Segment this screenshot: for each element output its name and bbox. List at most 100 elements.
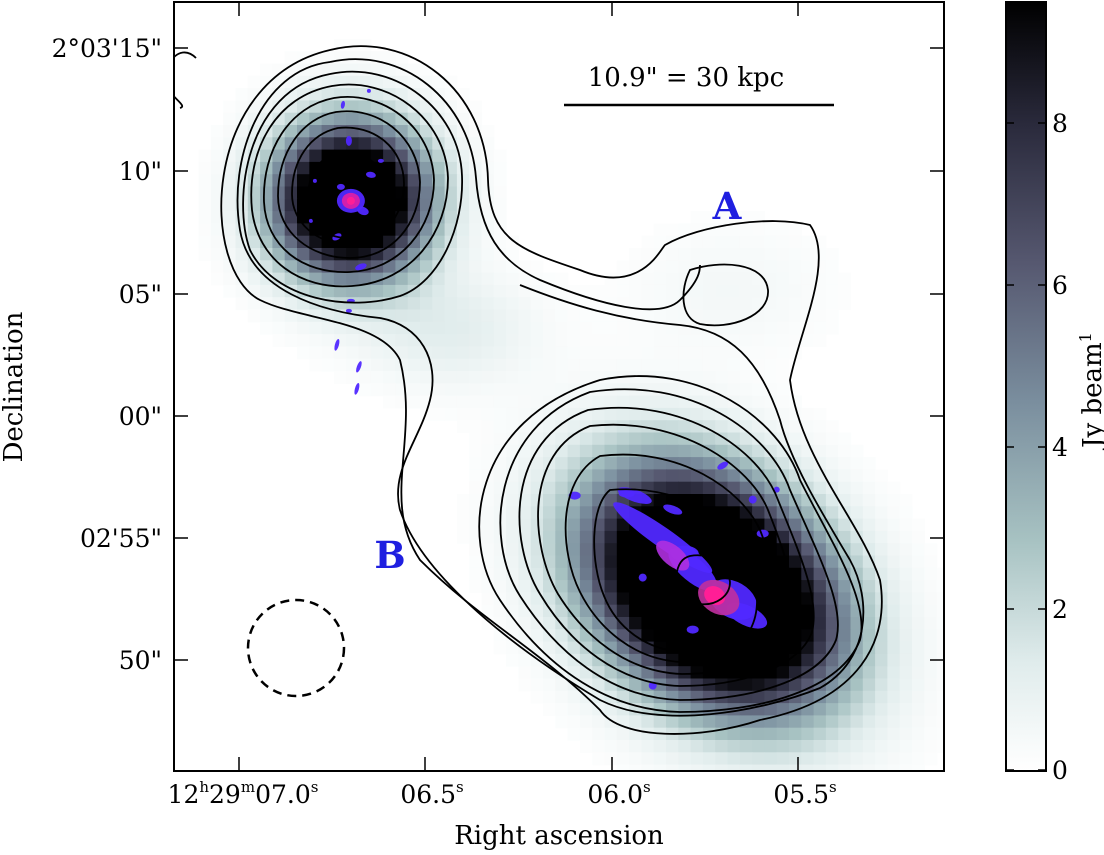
heatmap-cell [247, 211, 261, 224]
heatmap-cell [309, 358, 323, 372]
heatmap-cell [506, 260, 519, 274]
heatmap-cell [506, 420, 519, 434]
heatmap-cell [370, 309, 384, 323]
heatmap-cell [702, 297, 716, 311]
heatmap-cell [481, 137, 495, 151]
heatmap-cell [518, 297, 532, 311]
heatmap-cell [469, 567, 483, 581]
heatmap-cell [702, 284, 716, 298]
heatmap-cell [383, 395, 396, 409]
heatmap-cell [346, 284, 360, 298]
heatmap-cell [752, 740, 765, 753]
heatmap-cell [284, 223, 298, 237]
contour-level-9 [674, 554, 731, 606]
heatmap-cell [702, 518, 716, 532]
heatmap-cell [801, 764, 815, 771]
heatmap-cell [346, 75, 360, 89]
heatmap-cell [579, 469, 593, 483]
heatmap-cell [407, 125, 421, 138]
heatmap-cell [912, 752, 925, 766]
heatmap-cell [518, 617, 532, 630]
heatmap-cell [813, 678, 827, 692]
heatmap-cell [284, 260, 298, 274]
heatmap-cell [789, 297, 802, 311]
heatmap-cell [899, 555, 913, 569]
heatmap-cell [420, 161, 433, 175]
heatmap-cell [752, 334, 765, 347]
heatmap-cell [912, 543, 925, 557]
heatmap-cell [567, 543, 581, 557]
heatmap-cell [604, 334, 618, 347]
heatmap-cell [432, 346, 446, 360]
heatmap-cell [333, 260, 347, 274]
heatmap-cell [887, 740, 901, 753]
heatmap-cell [444, 309, 458, 323]
heatmap-cell [444, 75, 458, 89]
heatmap-cell [764, 494, 778, 507]
heatmap-cell [616, 567, 630, 581]
heatmap-cell [592, 666, 606, 680]
heatmap-cell [456, 530, 470, 544]
heatmap-cell [629, 407, 642, 421]
heatmap-cell [567, 703, 581, 716]
heatmap-cell [555, 272, 569, 286]
heatmap-cell [739, 407, 753, 421]
heatmap-cell [407, 346, 421, 360]
heatmap-cell [604, 555, 618, 569]
heatmap-cell [530, 567, 544, 581]
heatmap-cell [641, 740, 655, 753]
heatmap-cell [198, 211, 212, 224]
heatmap-cell [309, 198, 323, 212]
heatmap-cell [284, 149, 298, 163]
x-tick-label: 06.5s [400, 778, 463, 809]
heatmap-cell [838, 518, 852, 532]
x-tick-label: 05.5s [773, 778, 836, 809]
heatmap-cell [469, 321, 483, 335]
heatmap-cell [715, 334, 729, 347]
heatmap-cell [604, 358, 618, 372]
heatmap-cell [715, 653, 729, 667]
heatmap-cell [567, 567, 581, 581]
heatmap-cell [678, 764, 692, 771]
heatmap-cell [506, 530, 519, 544]
heatmap-cell [752, 690, 765, 704]
heatmap-cell [481, 407, 495, 421]
heatmap-cell [813, 641, 827, 655]
heatmap-cell [395, 125, 409, 138]
heatmap-cell [297, 248, 310, 261]
heatmap-cell [776, 420, 790, 434]
heatmap-cell [555, 346, 569, 360]
heatmap-cell [899, 678, 913, 692]
heatmap-cell [702, 395, 716, 409]
heatmap-cell [825, 248, 839, 261]
heatmap-cell [567, 604, 581, 618]
heatmap-cell [493, 641, 507, 655]
heatmap-cell [629, 371, 642, 384]
heatmap-cell [333, 284, 347, 298]
heatmap-cell [789, 518, 802, 532]
heatmap-cell [924, 752, 938, 766]
heatmap-cell [518, 272, 532, 286]
heatmap-cell [247, 198, 261, 212]
heatmap-cell [383, 248, 396, 261]
heatmap-cell [653, 444, 667, 458]
heatmap-cell [752, 223, 765, 237]
heatmap-cell [469, 407, 483, 421]
heatmap-cell [801, 506, 815, 520]
heatmap-cell [715, 530, 729, 544]
heatmap-cell [616, 260, 630, 274]
heatmap-cell [456, 112, 470, 126]
heatmap-cell [481, 432, 495, 446]
heatmap-cell [456, 248, 470, 261]
heatmap-cell [530, 629, 544, 643]
heatmap-cell [776, 604, 790, 618]
heatmap-cell [752, 580, 765, 593]
heatmap-cell [764, 518, 778, 532]
heatmap-cell [358, 51, 372, 65]
heatmap-cell [653, 272, 667, 286]
heatmap-cell [235, 235, 249, 249]
heatmap-cell [875, 740, 888, 753]
heatmap-cell [321, 272, 335, 286]
heatmap-cell [579, 371, 593, 384]
heatmap-cell [370, 371, 384, 384]
